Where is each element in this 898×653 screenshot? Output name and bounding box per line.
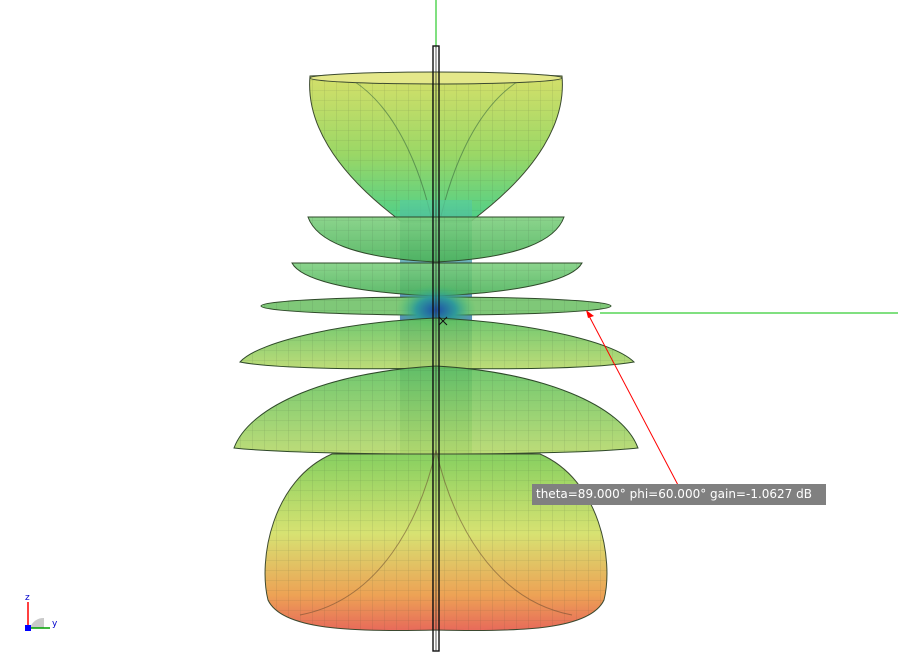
antenna-element (432, 45, 440, 652)
gain-readout-tooltip: theta=89.000° phi=60.000° gain=-1.0627 d… (532, 484, 826, 505)
lower-side-lobe-1 (239, 317, 636, 370)
y-axis-label: y (52, 619, 58, 629)
orientation-axis-triad: z y (25, 593, 58, 631)
z-axis-label: z (25, 593, 30, 603)
upper-side-lobe-2 (291, 262, 583, 297)
origin-marker (438, 316, 448, 326)
readout-pointer (586, 310, 679, 486)
